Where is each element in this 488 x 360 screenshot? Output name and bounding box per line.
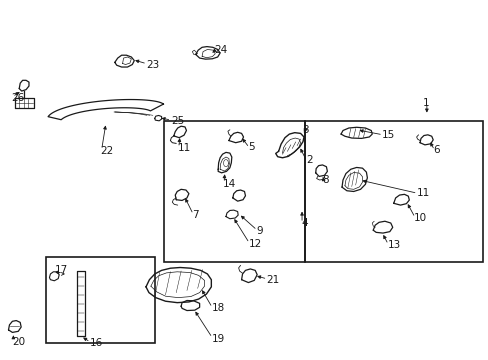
Text: 26: 26	[11, 93, 24, 103]
Text: 18: 18	[211, 303, 224, 314]
Text: 10: 10	[413, 213, 427, 223]
Text: 14: 14	[223, 179, 236, 189]
Text: 8: 8	[322, 175, 328, 185]
Bar	[305, 121, 483, 262]
Text: 11: 11	[177, 143, 190, 153]
Text: 19: 19	[211, 333, 224, 343]
Bar	[163, 121, 305, 262]
Text: 25: 25	[170, 116, 184, 126]
Text: 24: 24	[214, 45, 227, 55]
Text: 15: 15	[381, 130, 394, 140]
Text: 4: 4	[301, 218, 307, 228]
Text: 1: 1	[422, 98, 428, 108]
Text: 16: 16	[89, 338, 102, 348]
Text: 13: 13	[386, 240, 400, 250]
Text: 2: 2	[305, 155, 312, 165]
Text: 6: 6	[433, 144, 439, 154]
Text: 3: 3	[302, 125, 308, 135]
Text: 17: 17	[55, 265, 68, 275]
Text: 12: 12	[248, 239, 261, 249]
Text: 22: 22	[101, 145, 114, 156]
Text: 5: 5	[248, 142, 255, 152]
Text: 21: 21	[266, 275, 279, 285]
Text: 23: 23	[146, 59, 159, 69]
Text: 9: 9	[256, 226, 262, 236]
Text: 20: 20	[12, 337, 25, 347]
Text: 7: 7	[192, 210, 199, 220]
Bar	[45, 257, 155, 343]
Text: 11: 11	[416, 188, 429, 198]
